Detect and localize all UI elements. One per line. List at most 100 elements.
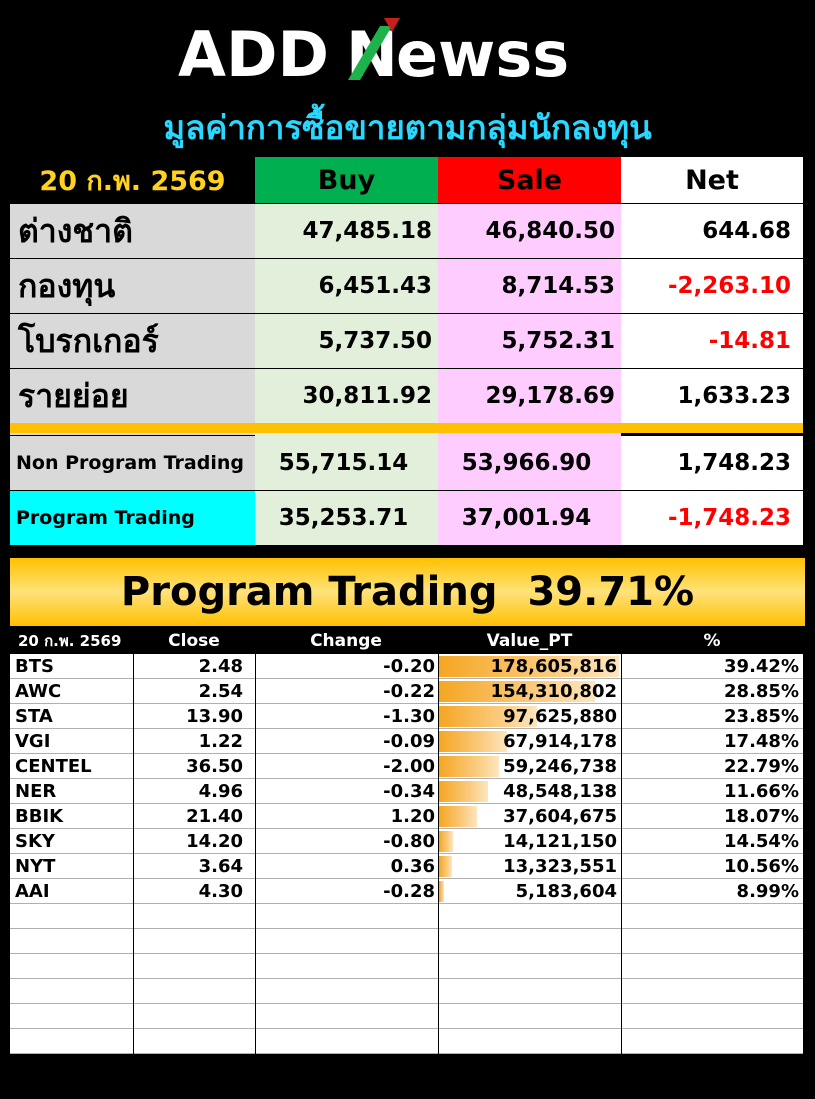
logo-red-arrow-icon — [383, 18, 400, 32]
row-divider — [10, 703, 803, 704]
column-divider — [133, 654, 134, 1054]
table-row: STA 13.90 -1.30 97,625,880 23.85% — [10, 704, 803, 729]
cell-symbol: BBIK — [15, 806, 64, 827]
table-row — [10, 954, 803, 979]
table-row: AAI 4.30 -0.28 5,183,604 8.99% — [10, 879, 803, 904]
cell-change: 1.20 — [390, 806, 435, 827]
non-program-sale: 53,966.90 — [438, 436, 621, 490]
row-divider — [10, 878, 803, 879]
cell-value: 5,183,604 — [515, 881, 617, 902]
cell-change: -1.30 — [383, 706, 435, 727]
cell-change: -0.09 — [383, 731, 435, 752]
col-header-date: 20 ก.พ. 2569 — [18, 632, 122, 650]
cell-change: -0.22 — [383, 681, 435, 702]
value-databar — [439, 831, 453, 852]
row-divider — [10, 1053, 803, 1054]
cell-close: 14.20 — [186, 831, 243, 852]
table-body: BTS 2.48 -0.20 178,605,816 39.42% AWC 2.54 -0.2… — [10, 654, 803, 1054]
cell-pct: 22.79% — [724, 756, 799, 777]
banner-label: Program Trading — [120, 569, 498, 615]
separator-sale — [438, 433, 621, 436]
cell-symbol: AWC — [15, 681, 62, 702]
row-divider — [10, 903, 803, 904]
cell-close: 4.30 — [198, 881, 243, 902]
cell-pct: 14.54% — [724, 831, 799, 852]
net-header: Net — [621, 157, 803, 203]
cell-pct: 10.56% — [724, 856, 799, 877]
cell-value: 154,310,802 — [490, 681, 617, 702]
cell-change: 0.36 — [390, 856, 435, 877]
separator-gold-bar — [10, 423, 803, 433]
logo-text-left: ADD — [178, 18, 329, 90]
cell-change: -0.34 — [383, 781, 435, 802]
program-trading-banner: Program Trading 39.71% — [10, 558, 805, 626]
table-row: BBIK 21.40 1.20 37,604,675 18.07% — [10, 804, 803, 829]
row-divider — [10, 778, 803, 779]
cell-symbol: AAI — [15, 881, 50, 902]
table-row: NER 4.96 -0.34 48,548,138 11.66% — [10, 779, 803, 804]
column-divider — [621, 654, 622, 1054]
table-row — [10, 904, 803, 929]
cell-pct: 39.42% — [724, 656, 799, 677]
page-subtitle: มูลค่าการซื้อขายตามกลุ่มนักลงทุน — [163, 108, 652, 147]
non-program-buy: 55,715.14 — [255, 436, 438, 490]
cell-pct: 8.99% — [736, 881, 799, 902]
column-divider — [255, 654, 256, 1054]
row-divider — [10, 1003, 803, 1004]
logo-green-stroke-icon — [347, 26, 392, 80]
value-databar — [439, 781, 488, 802]
cell-symbol: BTS — [15, 656, 54, 677]
cell-close: 4.96 — [198, 781, 243, 802]
row-buy-broker: 5,737.50 — [255, 314, 438, 368]
row-label-retail: รายย่อย — [10, 369, 255, 423]
value-databar — [439, 856, 452, 877]
col-header-close: Close — [168, 631, 220, 651]
addnewss-logo: ADD N ewss — [0, 8, 815, 90]
row-divider — [10, 1028, 803, 1029]
table-row: SKY 14.20 -0.80 14,121,150 14.54% — [10, 829, 803, 854]
value-databar — [439, 656, 619, 677]
summary-date: 20 ก.พ. 2569 — [10, 157, 255, 203]
row-buy-foreign: 47,485.18 — [255, 204, 438, 258]
cell-symbol: NYT — [15, 856, 56, 877]
banner-value: 39.71% — [527, 569, 695, 615]
cell-symbol: NER — [15, 781, 57, 802]
cell-pct: 28.85% — [724, 681, 799, 702]
cell-pct: 23.85% — [724, 706, 799, 727]
cell-value: 13,323,551 — [503, 856, 617, 877]
table-row: VGI 1.22 -0.09 67,914,178 17.48% — [10, 729, 803, 754]
cell-close: 36.50 — [186, 756, 243, 777]
value-databar — [439, 806, 477, 827]
cell-close: 13.90 — [186, 706, 243, 727]
row-buy-retail: 30,811.92 — [255, 369, 438, 423]
row-divider — [10, 853, 803, 854]
cell-value: 178,605,816 — [490, 656, 617, 677]
row-net-foreign: 644.68 — [621, 204, 803, 258]
row-sale-fund: 8,714.53 — [438, 259, 621, 313]
sale-header: Sale — [438, 157, 621, 203]
value-databar — [439, 731, 507, 752]
program-buy: 35,253.71 — [255, 491, 438, 545]
row-net-fund: -2,263.10 — [621, 259, 803, 313]
table-row: AWC 2.54 -0.22 154,310,802 28.85% — [10, 679, 803, 704]
cell-value: 97,625,880 — [503, 706, 617, 727]
row-net-retail: 1,633.23 — [621, 369, 803, 423]
cell-change: -0.80 — [383, 831, 435, 852]
non-program-label: Non Program Trading — [10, 436, 255, 490]
row-divider — [10, 678, 803, 679]
row-divider — [10, 728, 803, 729]
row-divider — [10, 753, 803, 754]
row-label-fund: กองทุน — [10, 259, 255, 313]
cell-close: 21.40 — [186, 806, 243, 827]
row-label-foreign: ต่างชาติ — [10, 204, 255, 258]
cell-symbol: STA — [15, 706, 53, 727]
row-divider — [10, 978, 803, 979]
cell-symbol: SKY — [15, 831, 55, 852]
cell-change: -2.00 — [383, 756, 435, 777]
program-trading-table: 20 ก.พ. 2569 Close Change Value_PT % BTS… — [10, 629, 805, 1056]
table-row — [10, 1029, 803, 1054]
table-row — [10, 929, 803, 954]
row-divider — [10, 953, 803, 954]
cell-change: -0.20 — [383, 656, 435, 677]
program-net: -1,748.23 — [621, 491, 803, 545]
